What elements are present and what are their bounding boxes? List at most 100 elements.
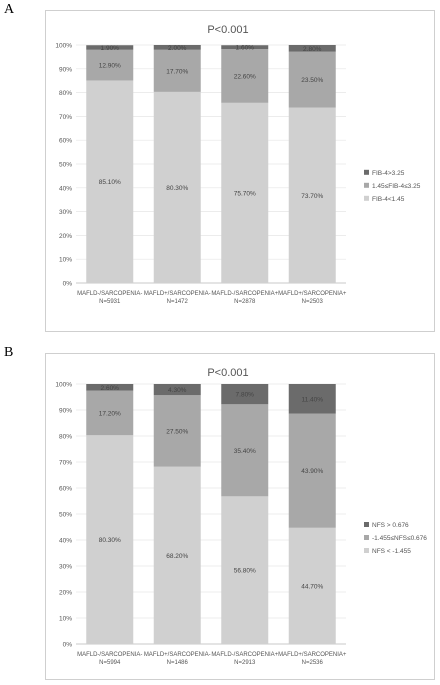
bar-segment <box>153 91 201 283</box>
bar-segment <box>288 51 336 108</box>
y-tick-label: 60% <box>59 138 72 145</box>
y-tick-label: 70% <box>59 114 72 121</box>
panel-b: P<0.001 0% 10% 20% 30% 40% 50% 60% 70% 80% 90% 100%… <box>45 353 435 680</box>
y-tick-label: 20% <box>59 233 72 240</box>
data-label: 80.30% <box>99 537 121 544</box>
category-label: MAFLD+/SARCOPENIA- <box>144 291 211 297</box>
bar-segment <box>86 390 134 436</box>
y-tick-label: 90% <box>59 66 72 73</box>
y-tick-label: 0% <box>63 281 73 288</box>
data-label: 2.00% <box>168 45 187 52</box>
data-label: 56.80% <box>234 568 256 575</box>
legend-swatch <box>364 182 369 188</box>
panel-b-letter: B <box>4 345 14 360</box>
category-label: N=2913 <box>234 660 256 666</box>
y-tick-label: 10% <box>59 257 72 264</box>
data-label: 44.70% <box>301 583 323 590</box>
bar-segment <box>221 45 269 50</box>
category-label: N=1486 <box>167 660 189 666</box>
legend-swatch <box>364 522 369 527</box>
category-label: N=1472 <box>167 299 189 305</box>
y-tick-label: 40% <box>59 185 72 192</box>
data-label: 11.40% <box>301 396 323 403</box>
y-tick-label: 50% <box>59 512 72 519</box>
data-label: 80.30% <box>166 185 188 192</box>
chart-a: P<0.001 0% 10% 20% 30% 40% 50% 60% 70% 80% 90% 100%… <box>55 24 421 305</box>
y-tick-label: 70% <box>59 460 72 467</box>
y-tick-label: 100% <box>55 43 72 50</box>
bar-segment <box>153 45 201 50</box>
chart-title: P<0.001 <box>207 24 248 36</box>
data-label: 1.60% <box>236 45 255 52</box>
y-tick-label: 30% <box>59 209 72 216</box>
panel-a-letter: A <box>4 2 15 17</box>
data-label: 7.80% <box>236 392 255 399</box>
data-label: 2.80% <box>303 46 322 53</box>
category-label: MAFLD+/SARCOPENIA+ <box>278 652 347 658</box>
y-tick-label: 80% <box>59 90 72 97</box>
bar-segment <box>153 466 201 644</box>
bar-segment <box>153 384 201 396</box>
y-tick-label: 10% <box>59 616 72 623</box>
legend-label: FIB-4>3.25 <box>372 170 405 177</box>
data-label: 1.90% <box>101 45 120 52</box>
y-tick-label: 80% <box>59 434 72 441</box>
category-label: MAFLD-/SARCOPENIA- <box>77 652 142 658</box>
data-label: 12.90% <box>99 63 121 70</box>
category-label: MAFLD-/SARCOPENIA+ <box>211 652 278 658</box>
legend-swatch <box>364 195 369 201</box>
category-label: N=2536 <box>302 660 324 666</box>
data-label: 43.90% <box>301 468 323 475</box>
category-label: N=5994 <box>99 660 121 666</box>
y-tick-label: 90% <box>59 408 72 415</box>
category-label: MAFLD-/SARCOPENIA+ <box>211 291 278 297</box>
panel-a: P<0.001 0% 10% 20% 30% 40% 50% 60% 70% 80% 90% 100%… <box>45 10 435 332</box>
legend-swatch <box>364 169 369 175</box>
y-tick-label: 20% <box>59 590 72 597</box>
y-tick-label: 100% <box>55 382 72 389</box>
y-tick-label: 60% <box>59 486 72 493</box>
bar-segment <box>288 45 336 52</box>
bar-segment <box>86 80 134 283</box>
data-label: 68.20% <box>166 553 188 560</box>
bar-segment <box>288 107 336 284</box>
data-label: 85.10% <box>99 179 121 186</box>
data-label: 17.20% <box>99 410 121 417</box>
chart-b: P<0.001 0% 10% 20% 30% 40% 50% 60% 70% 80% 90% 100%… <box>55 367 427 666</box>
bar-segment <box>221 102 269 283</box>
bar-segment <box>288 527 336 644</box>
category-label: MAFLD-/SARCOPENIA- <box>77 291 142 297</box>
category-label: MAFLD+/SARCOPENIA+ <box>278 291 347 297</box>
category-label: MAFLD+/SARCOPENIA- <box>144 652 211 658</box>
y-tick-label: 0% <box>63 642 73 649</box>
legend-label: NFS > 0.676 <box>372 522 409 529</box>
bar-segment <box>288 413 336 528</box>
category-label: N=2878 <box>234 299 256 305</box>
legend-swatch <box>364 548 369 553</box>
legend-label: NFS < -1.455 <box>372 548 411 555</box>
bar-segment <box>153 395 201 467</box>
legend-swatch <box>364 535 369 540</box>
y-tick-label: 40% <box>59 538 72 545</box>
data-label: 23.50% <box>301 77 323 84</box>
y-tick-label: 50% <box>59 162 72 169</box>
data-label: 4.30% <box>168 387 187 394</box>
bar-segment <box>86 384 134 391</box>
bar-segment <box>221 384 269 405</box>
data-label: 73.70% <box>301 193 323 200</box>
data-label: 75.70% <box>234 190 256 197</box>
legend-label: 1.45≤FIB-4≤3.25 <box>372 183 421 190</box>
category-label: N=2503 <box>302 299 324 305</box>
bar-segment <box>86 435 134 644</box>
data-label: 22.60% <box>234 73 256 80</box>
bar-segment <box>86 49 134 81</box>
data-label: 2.60% <box>101 385 120 392</box>
chart-title: P<0.001 <box>207 367 248 379</box>
y-tick-label: 30% <box>59 564 72 571</box>
bar-segment <box>288 384 336 414</box>
data-label: 17.70% <box>166 68 188 75</box>
data-label: 27.50% <box>166 428 188 435</box>
legend-label: -1.455≤NFS≤0.676 <box>372 535 427 542</box>
category-label: N=5931 <box>99 299 121 305</box>
bar-segment <box>221 404 269 497</box>
